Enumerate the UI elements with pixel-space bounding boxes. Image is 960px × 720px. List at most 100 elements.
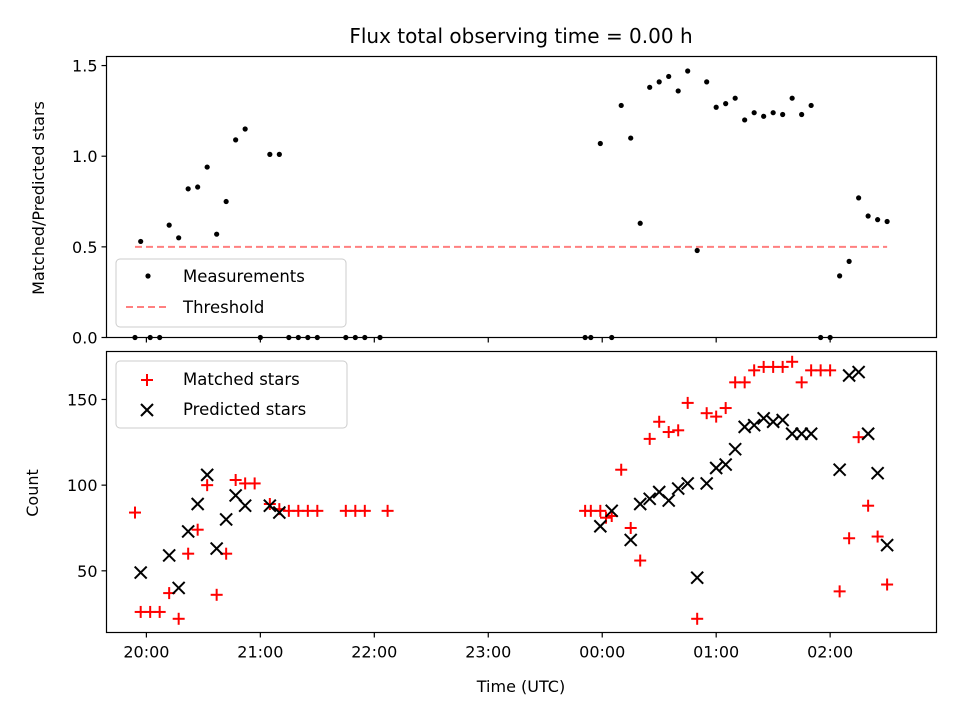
matched-star-point-23 [381, 504, 394, 517]
top-legend: Measurements Threshold [115, 258, 347, 328]
predicted-star-point-27 [747, 418, 761, 432]
predicted-star-point-4 [190, 497, 205, 511]
measurement-point-32 [656, 79, 662, 85]
matched-star-point-47 [786, 355, 799, 368]
predicted-star-point-20 [680, 476, 695, 491]
matched-star-point-43 [748, 364, 761, 377]
matched-star-point-42 [738, 376, 751, 389]
top-y-tick-label-3: 1.5 [72, 57, 97, 76]
measurement-point-52 [846, 258, 852, 264]
bottom-legend-box [115, 360, 348, 429]
measurement-point-51 [837, 273, 843, 279]
predicted-star-point-13 [605, 504, 619, 518]
measurement-point-4 [166, 222, 172, 228]
predicted-star-point-35 [842, 368, 856, 383]
measurement-point-42 [751, 110, 757, 116]
predicted-star-point-23 [709, 461, 723, 475]
bottom-x-tick-label-4: 00:00 [579, 643, 625, 662]
matched-star-point-29 [615, 463, 628, 476]
legend-matched-stars-marker [141, 374, 153, 386]
predicted-star-point-7 [219, 512, 233, 527]
measurement-point-6 [185, 186, 191, 192]
matched-star-point-33 [653, 415, 666, 428]
predicted-star-point-32 [794, 427, 809, 441]
measurement-point-30 [637, 220, 643, 226]
bottom-y-tick-label-0: 50 [77, 562, 97, 581]
legend-predicted-stars-marker [140, 403, 154, 417]
bottom-x-tick-label-3: 23:00 [465, 643, 511, 662]
measurement-point-43 [761, 113, 767, 119]
measurement-point-38 [713, 104, 719, 110]
predicted-star-point-33 [804, 427, 818, 441]
measurement-point-46 [789, 95, 795, 101]
matched-star-point-36 [681, 396, 694, 409]
measurement-point-47 [799, 111, 805, 118]
predicted-star-point-30 [775, 413, 790, 427]
measurement-point-15 [276, 151, 282, 157]
predicted-star-point-31 [785, 427, 799, 441]
predicted-star-point-15 [633, 497, 647, 511]
measurement-point-12 [242, 126, 248, 132]
predicted-star-point-14 [624, 533, 638, 547]
measurement-point-5 [176, 235, 182, 241]
matched-star-point-34 [662, 426, 675, 439]
matched-star-point-6 [182, 547, 195, 560]
measurement-point-1 [138, 238, 144, 245]
measurement-point-14 [267, 151, 273, 157]
predicted-star-point-2 [171, 581, 186, 595]
predicted-star-point-38 [870, 466, 885, 480]
matched-star-point-51 [824, 364, 837, 377]
matched-star-point-13 [248, 477, 261, 490]
predicted-star-point-24 [718, 457, 733, 472]
matched-star-point-35 [672, 424, 685, 437]
predicted-star-point-6 [209, 541, 224, 556]
predicted-star-point-36 [851, 365, 866, 379]
legend-matched-stars-label: Matched stars [183, 370, 300, 389]
predicted-star-point-0 [133, 565, 148, 580]
predicted-star-point-10 [263, 499, 277, 513]
predicted-star-point-11 [272, 505, 287, 520]
measurement-point-56 [884, 218, 890, 225]
predicted-star-point-34 [832, 463, 847, 477]
measurement-point-41 [742, 117, 748, 123]
matched-star-point-38 [700, 407, 713, 420]
measurement-point-36 [694, 247, 700, 254]
bottom-x-tick-label-1: 21:00 [237, 643, 283, 662]
matched-star-point-31 [634, 554, 647, 567]
top-panel: 0.0 0.5 1.0 1.5 Matched/Predicted stars Mea… [29, 55, 938, 348]
measurement-point-39 [723, 101, 729, 107]
predicted-star-point-37 [861, 427, 875, 441]
measurement-point-40 [732, 95, 738, 101]
measurement-point-26 [597, 140, 603, 147]
matched-star-point-32 [643, 432, 656, 445]
matched-star-point-26 [594, 504, 607, 517]
bottom-y-tick-label-1: 100 [67, 476, 98, 495]
top-y-axis-label: Matched/Predicted stars [29, 101, 48, 295]
measurement-point-37 [704, 79, 710, 85]
predicted-star-point-19 [671, 481, 685, 496]
legend-threshold-label: Threshold [182, 298, 264, 317]
measurement-point-55 [875, 217, 881, 223]
matched-star-point-53 [843, 532, 856, 545]
bottom-y-axis-label: Count [23, 469, 42, 517]
matched-star-point-46 [776, 360, 789, 373]
measurement-point-53 [856, 195, 862, 201]
measurement-point-31 [647, 84, 653, 90]
matched-star-point-11 [229, 474, 242, 487]
top-plot-frame [105, 55, 938, 339]
measurement-point-9 [214, 231, 220, 237]
matched-star-point-54 [852, 431, 865, 444]
bottom-panel: 50 100 150 20:00 21:00 22:00 23:00 00:00 01:00 0… [23, 350, 938, 696]
measurement-point-11 [233, 137, 239, 143]
measurement-point-33 [666, 73, 672, 80]
top-y-ticks: 0.0 0.5 1.0 1.5 [72, 57, 107, 348]
matched-star-point-48 [795, 376, 808, 389]
matched-star-point-39 [710, 410, 723, 423]
matched-star-point-30 [624, 521, 637, 534]
top-y-tick-label-0: 0.0 [72, 329, 97, 348]
bottom-x-tick-label-0: 20:00 [123, 643, 169, 662]
measurement-point-35 [685, 68, 691, 74]
measurement-point-28 [618, 102, 624, 109]
predicted-star-point-16 [642, 492, 657, 506]
bottom-x-tick-label-5: 01:00 [693, 643, 739, 662]
